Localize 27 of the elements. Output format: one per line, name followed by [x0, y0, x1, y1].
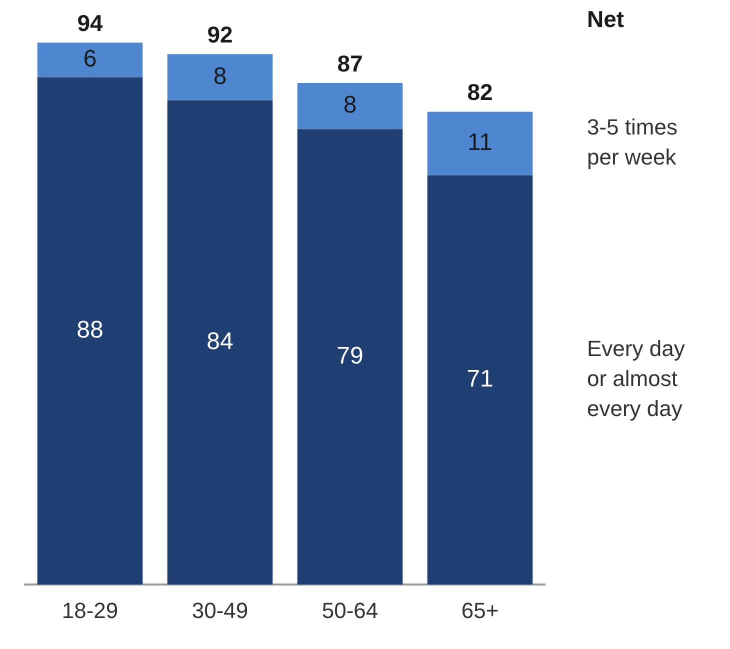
data-label: 71 — [466, 366, 494, 393]
text: Every day or almost every day — [587, 336, 685, 421]
text: 3-5 times per week — [587, 114, 678, 170]
data-label: 8 — [343, 92, 357, 119]
x-tick-label: 30-49 — [192, 598, 248, 623]
bar — [427, 175, 533, 585]
bar — [37, 42, 143, 78]
total-label: 92 — [207, 21, 233, 48]
bar — [427, 112, 533, 176]
bar — [297, 129, 403, 585]
x-tick-label: 18-29 — [62, 598, 118, 623]
bar — [167, 100, 273, 585]
data-label: 11 — [468, 129, 492, 156]
data-label: 84 — [206, 328, 234, 356]
bar — [297, 82, 403, 130]
bar — [37, 77, 143, 585]
x-tick-label: 50-64 — [322, 598, 378, 623]
data-label: 79 — [336, 342, 364, 370]
x-tick-label: 65+ — [461, 598, 499, 623]
data-label: 8 — [213, 62, 227, 90]
data-label: 6 — [83, 46, 97, 73]
bar — [167, 54, 273, 100]
data-label: 88 — [76, 316, 104, 344]
total-label: 94 — [77, 10, 103, 36]
total-label: 87 — [337, 50, 363, 76]
total-label: 82 — [467, 79, 493, 106]
text: Net — [587, 6, 624, 32]
